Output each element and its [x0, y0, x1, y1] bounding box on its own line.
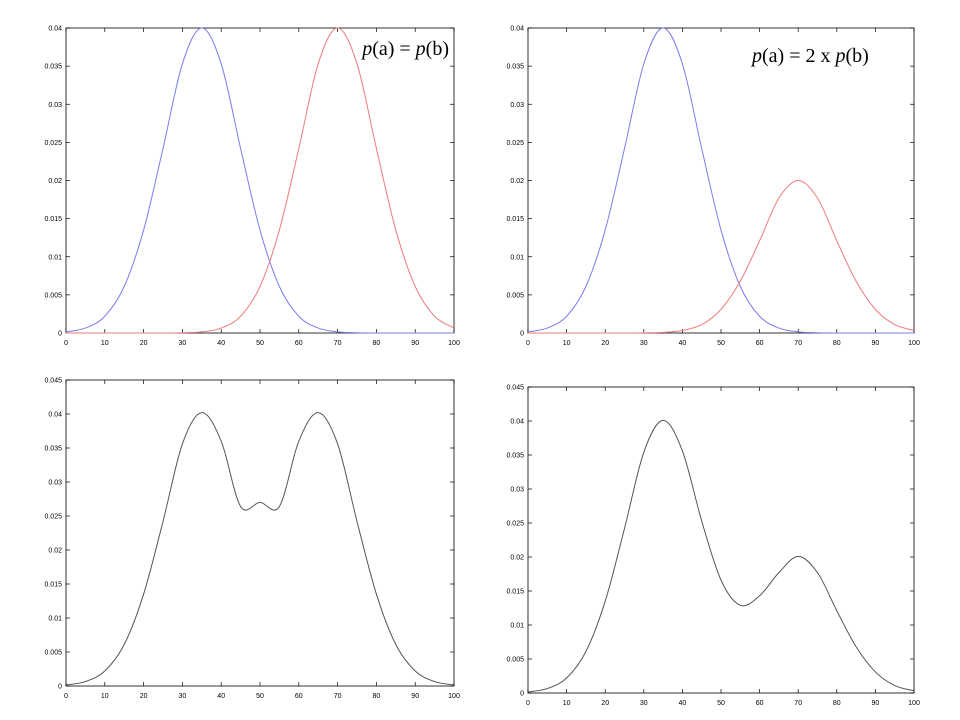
x-tick-label: 90 [872, 700, 880, 707]
y-tick-label: 0.035 [44, 446, 62, 453]
y-tick-label: 0.03 [48, 102, 62, 109]
y-tick-label: 0.04 [48, 412, 62, 419]
x-tick-label: 20 [601, 700, 609, 707]
annotation-label: p(a) = p(b) [360, 38, 449, 60]
x-tick-label: 90 [872, 340, 880, 347]
x-tick-label: 0 [64, 340, 68, 347]
y-tick-label: 0.015 [506, 589, 524, 596]
x-tick-label: 0 [64, 693, 68, 700]
y-tick-label: 0.045 [506, 385, 524, 392]
plot-area [65, 379, 455, 687]
y-tick-label: 0.04 [510, 26, 524, 33]
y-tick-label: 0.025 [44, 140, 62, 147]
y-tick-label: 0 [520, 331, 524, 338]
y-tick-label: 0.035 [506, 64, 524, 71]
y-tick-label: 0.01 [48, 616, 62, 623]
x-tick-label: 30 [640, 340, 648, 347]
y-tick-label: 0.02 [510, 178, 524, 185]
y-tick-label: 0.015 [44, 582, 62, 589]
y-tick-label: 0 [58, 331, 62, 338]
x-tick-label: 50 [256, 693, 264, 700]
x-tick-label: 10 [563, 340, 571, 347]
x-tick-label: 60 [295, 340, 303, 347]
x-tick-label: 90 [411, 693, 419, 700]
chart-panel-top-left: 0 10 20 30 40 50 60 70 80 90 100 0 0.005 0.01 0.015 0.0… [44, 26, 459, 348]
x-tick-label: 0 [526, 340, 530, 347]
y-tick-label: 0.04 [48, 26, 62, 33]
y-tick-label: 0.025 [44, 514, 62, 521]
x-tick-label: 40 [217, 693, 225, 700]
x-tick-label: 50 [717, 340, 725, 347]
y-tick-label: 0 [58, 684, 62, 691]
chart-panel-bottom-right: 0 10 20 30 40 50 60 70 80 90 100 0 0.005 0.01 0.015 0.0… [506, 385, 919, 708]
x-tick-label: 20 [601, 340, 609, 347]
plot-area [527, 386, 915, 694]
x-tick-label: 40 [217, 340, 225, 347]
plot-area [527, 27, 915, 334]
series-line-1 [527, 27, 914, 334]
y-tick-label: 0.04 [510, 419, 524, 426]
x-tick-label: 60 [756, 340, 764, 347]
y-tick-label: 0.01 [510, 623, 524, 630]
x-tick-label: 30 [640, 700, 648, 707]
x-tick-label: 70 [334, 340, 342, 347]
x-tick-label: 40 [679, 340, 687, 347]
y-tick-label: 0.01 [510, 254, 524, 261]
chart-panel-bottom-left: 0 10 20 30 40 50 60 70 80 90 100 0 0.005 0.01 0.015 0.0… [44, 378, 459, 701]
y-tick-label: 0.005 [506, 292, 524, 299]
x-tick-label: 20 [140, 693, 148, 700]
x-tick-label: 100 [908, 700, 920, 707]
y-tick-label: 0.015 [44, 216, 62, 223]
series-line-2 [65, 27, 455, 334]
x-tick-label: 40 [679, 700, 687, 707]
x-tick-label: 50 [256, 340, 264, 347]
x-tick-label: 100 [448, 340, 460, 347]
series-line-1 [527, 419, 915, 693]
y-tick-label: 0.035 [44, 64, 62, 71]
y-tick-label: 0.005 [44, 650, 62, 657]
series-line-1 [65, 27, 454, 334]
y-tick-label: 0.01 [48, 254, 62, 261]
x-tick-label: 10 [101, 693, 109, 700]
x-tick-label: 80 [373, 693, 381, 700]
x-tick-label: 50 [717, 700, 725, 707]
x-tick-label: 60 [756, 700, 764, 707]
series-line-1 [65, 412, 455, 686]
x-tick-label: 70 [794, 700, 802, 707]
y-tick-label: 0.045 [44, 378, 62, 385]
y-tick-label: 0.02 [48, 178, 62, 185]
x-tick-label: 90 [411, 340, 419, 347]
chart-panel-top-right: 0 10 20 30 40 50 60 70 80 90 100 0 0.005 0.01 0.015 0.0… [506, 26, 919, 348]
y-tick-label: 0 [520, 691, 524, 698]
y-tick-label: 0.03 [48, 480, 62, 487]
x-tick-label: 100 [448, 693, 460, 700]
series-line-2 [527, 179, 915, 334]
x-tick-label: 10 [101, 340, 109, 347]
y-tick-label: 0.035 [506, 453, 524, 460]
y-tick-label: 0.03 [510, 102, 524, 109]
x-tick-label: 10 [563, 700, 571, 707]
x-tick-label: 0 [526, 700, 530, 707]
x-tick-label: 60 [295, 693, 303, 700]
y-tick-label: 0.005 [506, 657, 524, 664]
y-tick-label: 0.03 [510, 487, 524, 494]
y-tick-label: 0.02 [48, 548, 62, 555]
y-tick-label: 0.015 [506, 216, 524, 223]
y-tick-label: 0.025 [506, 140, 524, 147]
y-tick-label: 0.005 [44, 292, 62, 299]
x-tick-label: 80 [833, 700, 841, 707]
x-tick-label: 80 [833, 340, 841, 347]
x-tick-label: 30 [179, 693, 187, 700]
x-tick-label: 70 [794, 340, 802, 347]
x-tick-label: 20 [140, 340, 148, 347]
x-tick-label: 70 [334, 693, 342, 700]
x-tick-label: 30 [179, 340, 187, 347]
annotation-label: p(a) = 2 x p(b) [750, 45, 869, 67]
x-tick-label: 100 [908, 340, 920, 347]
x-tick-label: 80 [373, 340, 381, 347]
y-tick-label: 0.025 [506, 521, 524, 528]
y-tick-label: 0.02 [510, 555, 524, 562]
plot-area [65, 27, 455, 334]
